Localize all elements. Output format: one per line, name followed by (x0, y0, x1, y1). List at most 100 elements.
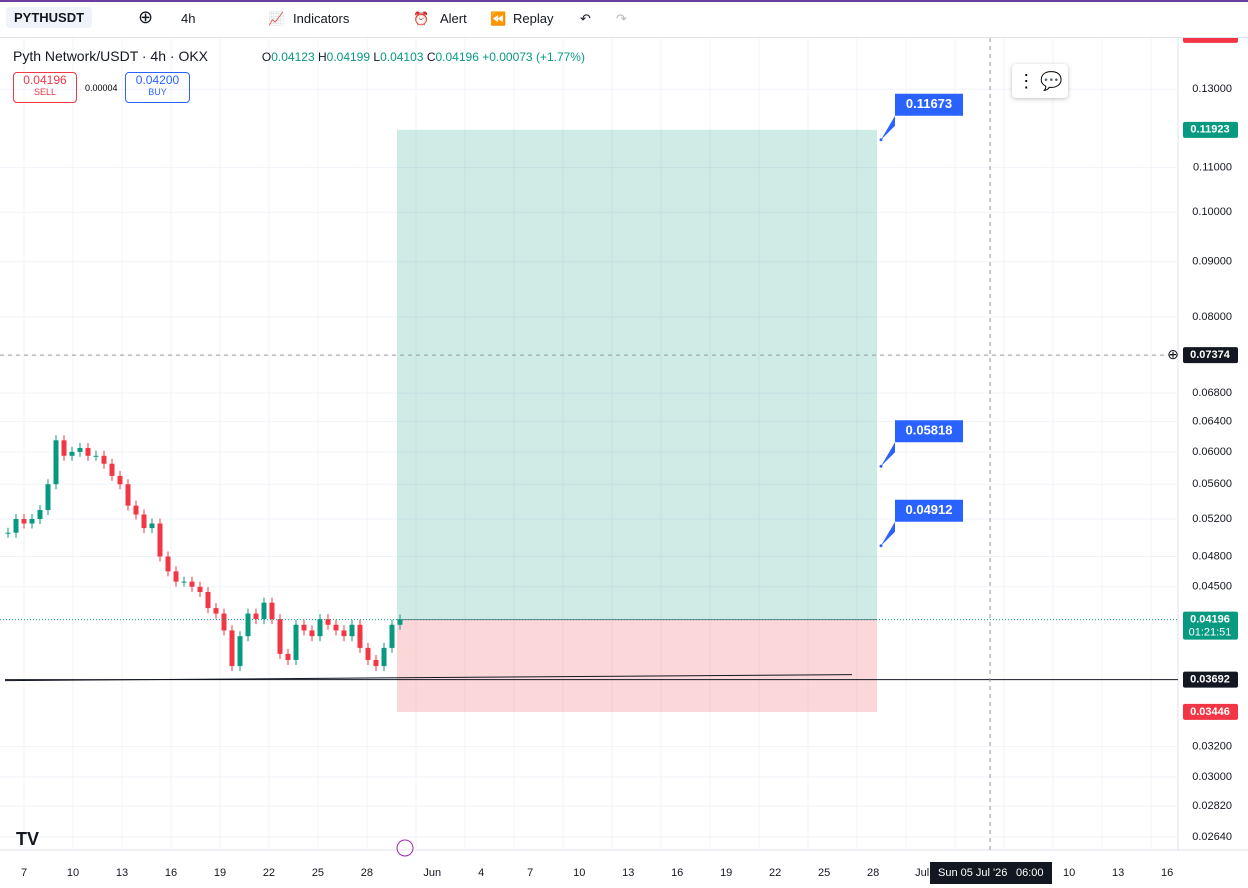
candle (261, 602, 267, 620)
candle (301, 624, 307, 631)
ohlc: O0.04123 H0.04199 L0.04103 C0.04196 +0.0… (262, 50, 585, 64)
candle (93, 455, 99, 457)
x-tick-label: 28 (361, 867, 373, 879)
alert-icon[interactable]: ⏰ (413, 11, 430, 26)
candle (173, 571, 179, 582)
replay-icon[interactable]: ⏪ (490, 11, 507, 26)
x-tick-label: 22 (263, 867, 275, 879)
candle (389, 624, 395, 648)
h-label: H (317, 50, 327, 64)
c-label: C (426, 50, 436, 64)
candle (333, 624, 339, 631)
candle (125, 484, 131, 506)
price-badge (1183, 38, 1238, 43)
candle (213, 608, 219, 614)
x-tick-label: 13 (622, 867, 634, 879)
interval[interactable]: 4h (181, 11, 196, 26)
x-tick-label: 16 (671, 867, 683, 879)
countdown: 01:21:51 (1189, 626, 1232, 638)
callout-label: 0.11673 (906, 96, 952, 111)
y-tick-label: 0.08000 (1192, 311, 1232, 323)
y-tick-label: 0.03200 (1192, 741, 1232, 753)
candle (269, 602, 275, 620)
candle (189, 581, 195, 587)
candle (133, 505, 139, 515)
price-badge-label: 0.03446 (1190, 706, 1230, 718)
crosshair-time: Sun 05 Jul '26 (938, 867, 1007, 879)
candle (245, 613, 251, 637)
candle (365, 647, 371, 660)
y-tick-label: 0.04500 (1192, 581, 1232, 593)
logo: TV (16, 829, 39, 849)
spread: 0.00004 (85, 83, 118, 93)
candle (341, 630, 347, 637)
target-zone (397, 129, 877, 620)
candle (117, 475, 123, 485)
price-badge-label: 0.03692 (1190, 673, 1230, 685)
replay[interactable]: Replay (513, 11, 554, 26)
sell-label: SELL (33, 87, 57, 97)
candle (101, 455, 107, 464)
x-tick-label: 13 (116, 867, 128, 879)
callout-box (881, 420, 963, 467)
x-tick-label: 25 (818, 867, 830, 879)
candle (205, 592, 211, 609)
candle (397, 619, 403, 625)
legend-title: Pyth Network/USDT · 4h · OKX (13, 48, 209, 64)
alert[interactable]: Alert (440, 11, 467, 26)
x-tick-label: 7 (527, 867, 533, 879)
high: 0.04199 (326, 50, 371, 64)
y-tick-label: 0.02640 (1192, 831, 1232, 843)
chart: 0.13000 0.11000 0.10000 0.09000 0.08000 0.068… (0, 38, 1248, 884)
y-tick-label: 0.06800 (1192, 387, 1232, 399)
candle (29, 518, 35, 524)
toolbar: PYTHUSDT ⊕ 4h 📈 Indicators ⏰ Alert ⏪ Rep… (0, 0, 1248, 38)
redo[interactable]: ↷ (616, 11, 627, 26)
indicators-icon[interactable]: 📈 (268, 11, 285, 26)
candle (325, 619, 331, 625)
buy-price: 0.04200 (135, 73, 180, 87)
candle (13, 518, 19, 533)
x-tick-label: 10 (67, 867, 79, 879)
comment-tool[interactable]: ⋮ 💬 (1012, 64, 1068, 98)
buy-button[interactable]: 0.04200 BUY (125, 72, 190, 103)
sell-button[interactable]: 0.04196 SELL (13, 72, 77, 103)
y-tick-label: 0.11000 (1193, 162, 1232, 174)
l-label: L (373, 50, 381, 64)
stop-zone (397, 619, 877, 712)
candle (5, 532, 11, 534)
y-tick-label: 0.13000 (1192, 83, 1232, 95)
x-tick-label: 19 (214, 867, 226, 879)
low: 0.04103 (380, 50, 424, 64)
o-label: O (261, 50, 272, 64)
candle (181, 581, 187, 583)
sell-price: 0.04196 (23, 73, 67, 87)
crosshair-plus: ⊕ (1167, 346, 1179, 362)
add-icon[interactable]: ⊕ (138, 7, 154, 27)
candle (221, 613, 227, 631)
x-tick-label: 16 (165, 867, 177, 879)
x-tick-label: 4 (478, 867, 484, 879)
candle (45, 484, 51, 511)
candle (357, 624, 363, 648)
candle (85, 447, 91, 456)
crosshair-clock: 06:00 (1016, 867, 1044, 879)
y-tick-label: 0.06000 (1192, 446, 1232, 458)
price-badge (1183, 347, 1238, 364)
callout-box (881, 93, 963, 140)
candle (53, 440, 59, 485)
symbol[interactable]: PYTHUSDT (6, 7, 93, 28)
candle (349, 624, 355, 637)
x-tick-label: 10 (1063, 867, 1075, 879)
lightning (396, 839, 414, 857)
x-tick-label: 25 (312, 867, 324, 879)
callout-label: 0.05818 (906, 423, 953, 438)
candle (77, 447, 83, 452)
indicators[interactable]: Indicators (293, 11, 350, 26)
candle (157, 523, 163, 557)
legend: Pyth Network/USDT · 4h · OKX O0.04123 H0… (13, 48, 585, 64)
candle (237, 636, 243, 667)
x-tick-label: 16 (1161, 867, 1173, 879)
undo[interactable]: ↶ (580, 11, 591, 26)
candle (109, 463, 115, 476)
